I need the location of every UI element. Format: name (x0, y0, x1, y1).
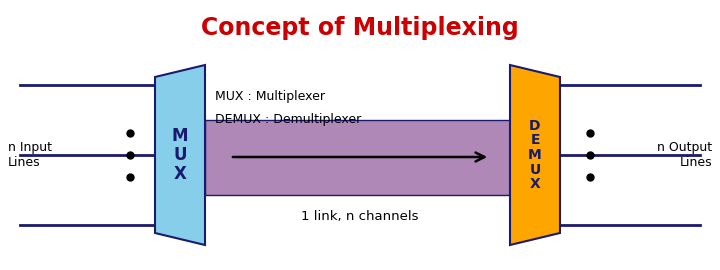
Text: M
U
X: M U X (172, 127, 188, 183)
Polygon shape (155, 65, 205, 245)
Text: DEMUX : Demultiplexer: DEMUX : Demultiplexer (215, 113, 361, 126)
Bar (205, 120, 510, 195)
Text: D
E
M
U
X: D E M U X (528, 119, 542, 191)
Text: n Output
Lines: n Output Lines (657, 141, 712, 169)
Text: Concept of Multiplexing: Concept of Multiplexing (201, 16, 519, 40)
Polygon shape (510, 65, 560, 245)
Text: n Input
Lines: n Input Lines (8, 141, 52, 169)
Text: MUX : Multiplexer: MUX : Multiplexer (215, 90, 325, 103)
Text: 1 link, n channels: 1 link, n channels (301, 210, 419, 223)
